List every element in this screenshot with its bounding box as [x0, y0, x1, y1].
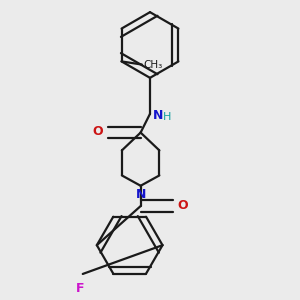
Text: O: O — [178, 199, 188, 212]
Text: N: N — [135, 188, 146, 201]
Text: F: F — [76, 282, 85, 295]
Text: H: H — [163, 112, 172, 122]
Text: O: O — [93, 125, 104, 139]
Text: N: N — [152, 109, 163, 122]
Text: CH₃: CH₃ — [143, 60, 163, 70]
